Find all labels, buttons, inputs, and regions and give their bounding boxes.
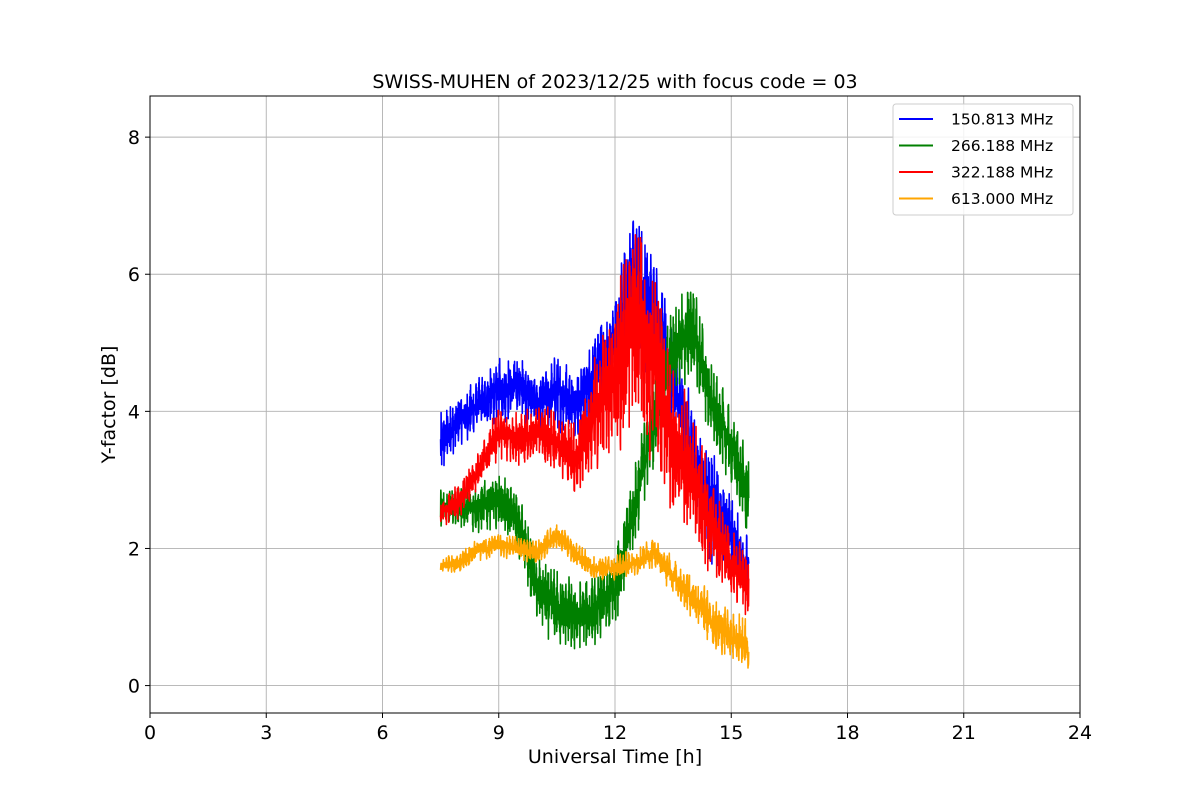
y-axis-title: Y-factor [dB] (98, 346, 120, 465)
x-tick-label: 18 (835, 722, 859, 744)
x-tick-label: 12 (603, 722, 627, 744)
x-tick-label: 24 (1068, 722, 1092, 744)
y-tick-label: 0 (128, 676, 140, 698)
y-tick-label: 6 (128, 264, 140, 286)
y-tick-label: 2 (128, 538, 140, 560)
x-axis-title: Universal Time [h] (528, 746, 702, 768)
legend: 150.813 MHz 266.188 MHz 322.188 MHz 613.000… (892, 103, 1074, 216)
x-tick-label: 0 (144, 722, 156, 744)
series-line-2 (439, 291, 750, 650)
legend-box (892, 103, 1074, 216)
y-tick-label: 8 (128, 127, 140, 149)
series-line-3 (439, 234, 750, 616)
legend-label: 613.000 MHz (951, 190, 1053, 208)
legend-label: 266.188 MHz (951, 137, 1053, 155)
legend-label: 150.813 MHz (951, 111, 1053, 129)
x-tick-label: 15 (719, 722, 743, 744)
x-tick-label: 3 (260, 722, 272, 744)
x-tick-label: 21 (952, 722, 976, 744)
y-tick-label: 4 (128, 401, 140, 423)
x-tick-label: 6 (376, 722, 388, 744)
plot-area (439, 220, 750, 669)
chart-title: SWISS-MUHEN of 2023/12/25 with focus cod… (372, 71, 857, 93)
x-tick-label: 9 (493, 722, 505, 744)
legend-label: 322.188 MHz (951, 164, 1053, 182)
series-line-4 (439, 524, 750, 669)
